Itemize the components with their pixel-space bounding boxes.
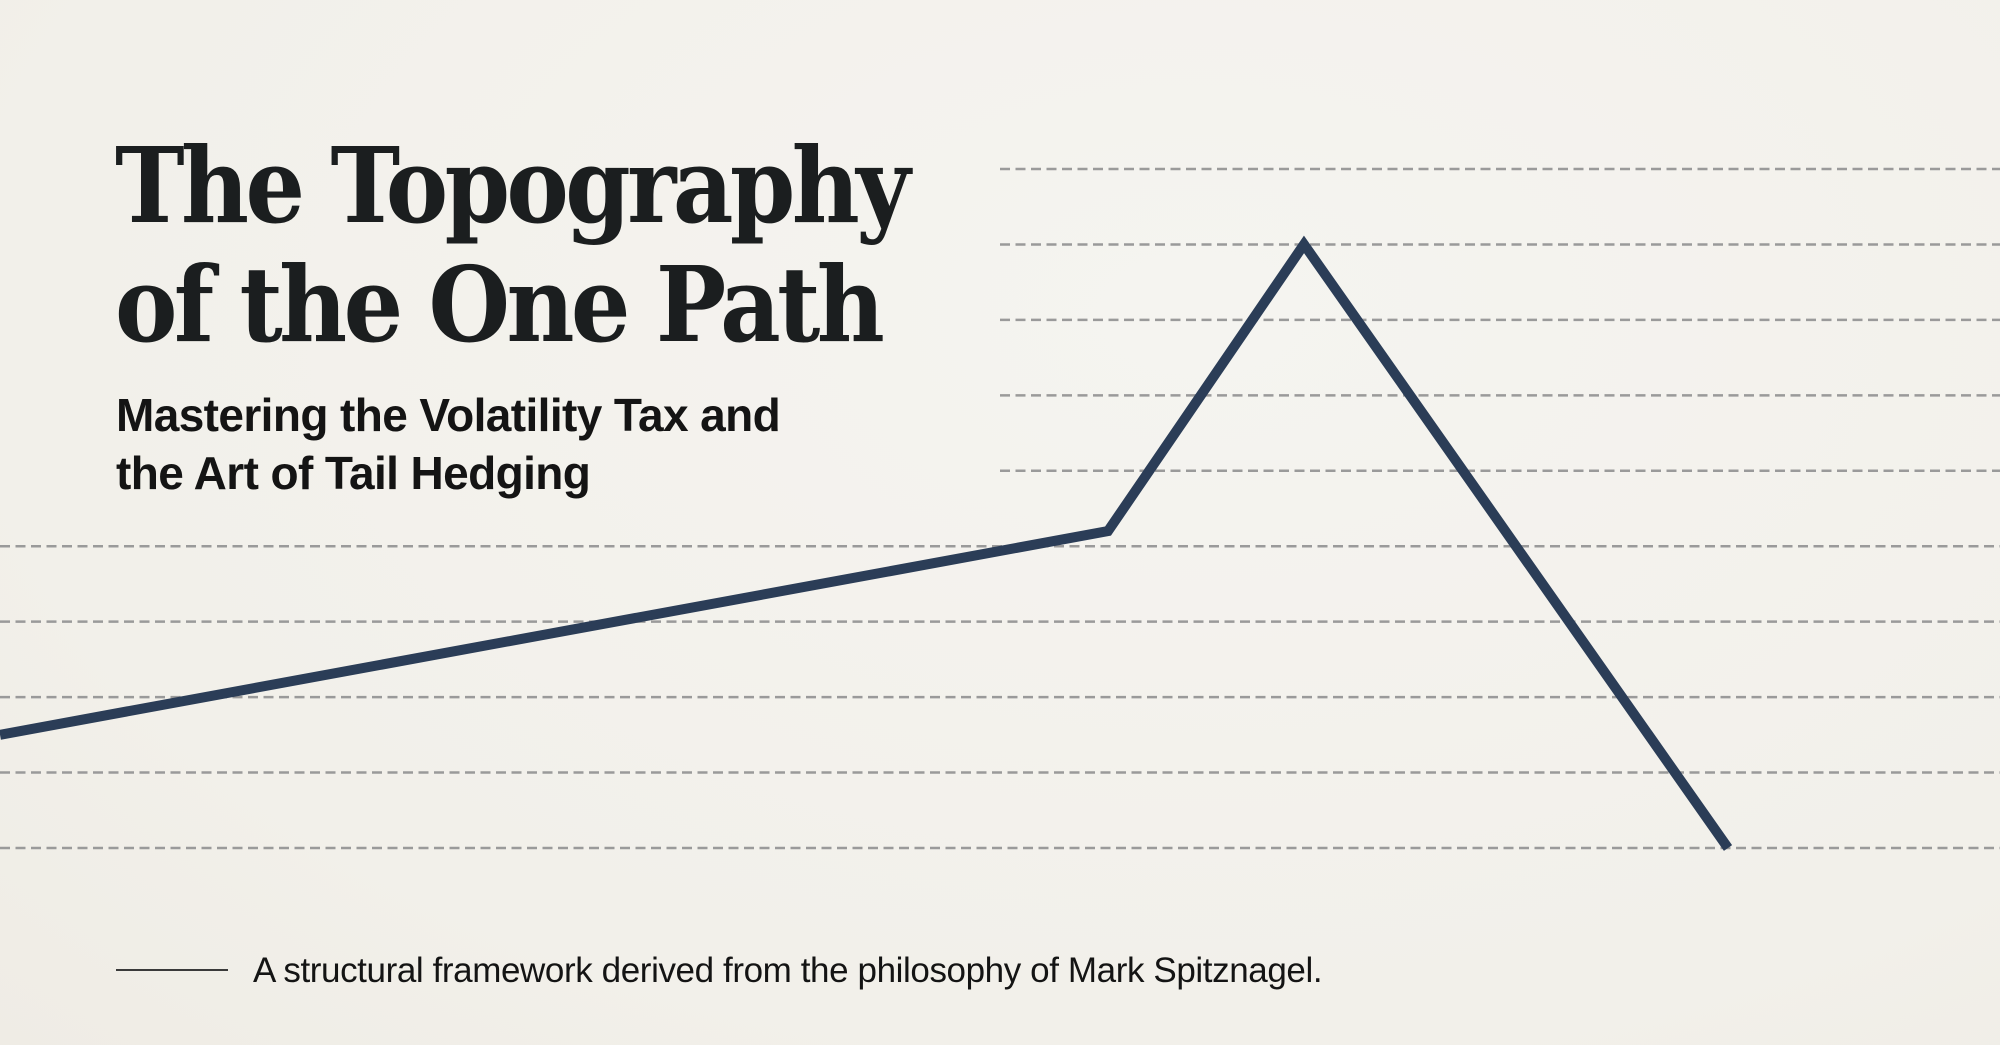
caption: A structural framework derived from the … bbox=[253, 951, 1323, 990]
title-line-2: of the One Path bbox=[115, 243, 885, 366]
page-title: The Topography of the One Path bbox=[115, 124, 911, 366]
subtitle-line-2: the Art of Tail Hedging bbox=[116, 447, 591, 499]
subtitle: Mastering the Volatility Tax and the Art… bbox=[116, 386, 781, 502]
path-line bbox=[0, 235, 1733, 851]
title-line-1: The Topography bbox=[115, 124, 911, 247]
caption-rule bbox=[116, 969, 228, 971]
subtitle-line-1: Mastering the Volatility Tax and bbox=[116, 389, 781, 441]
gridlines bbox=[0, 167, 2000, 850]
